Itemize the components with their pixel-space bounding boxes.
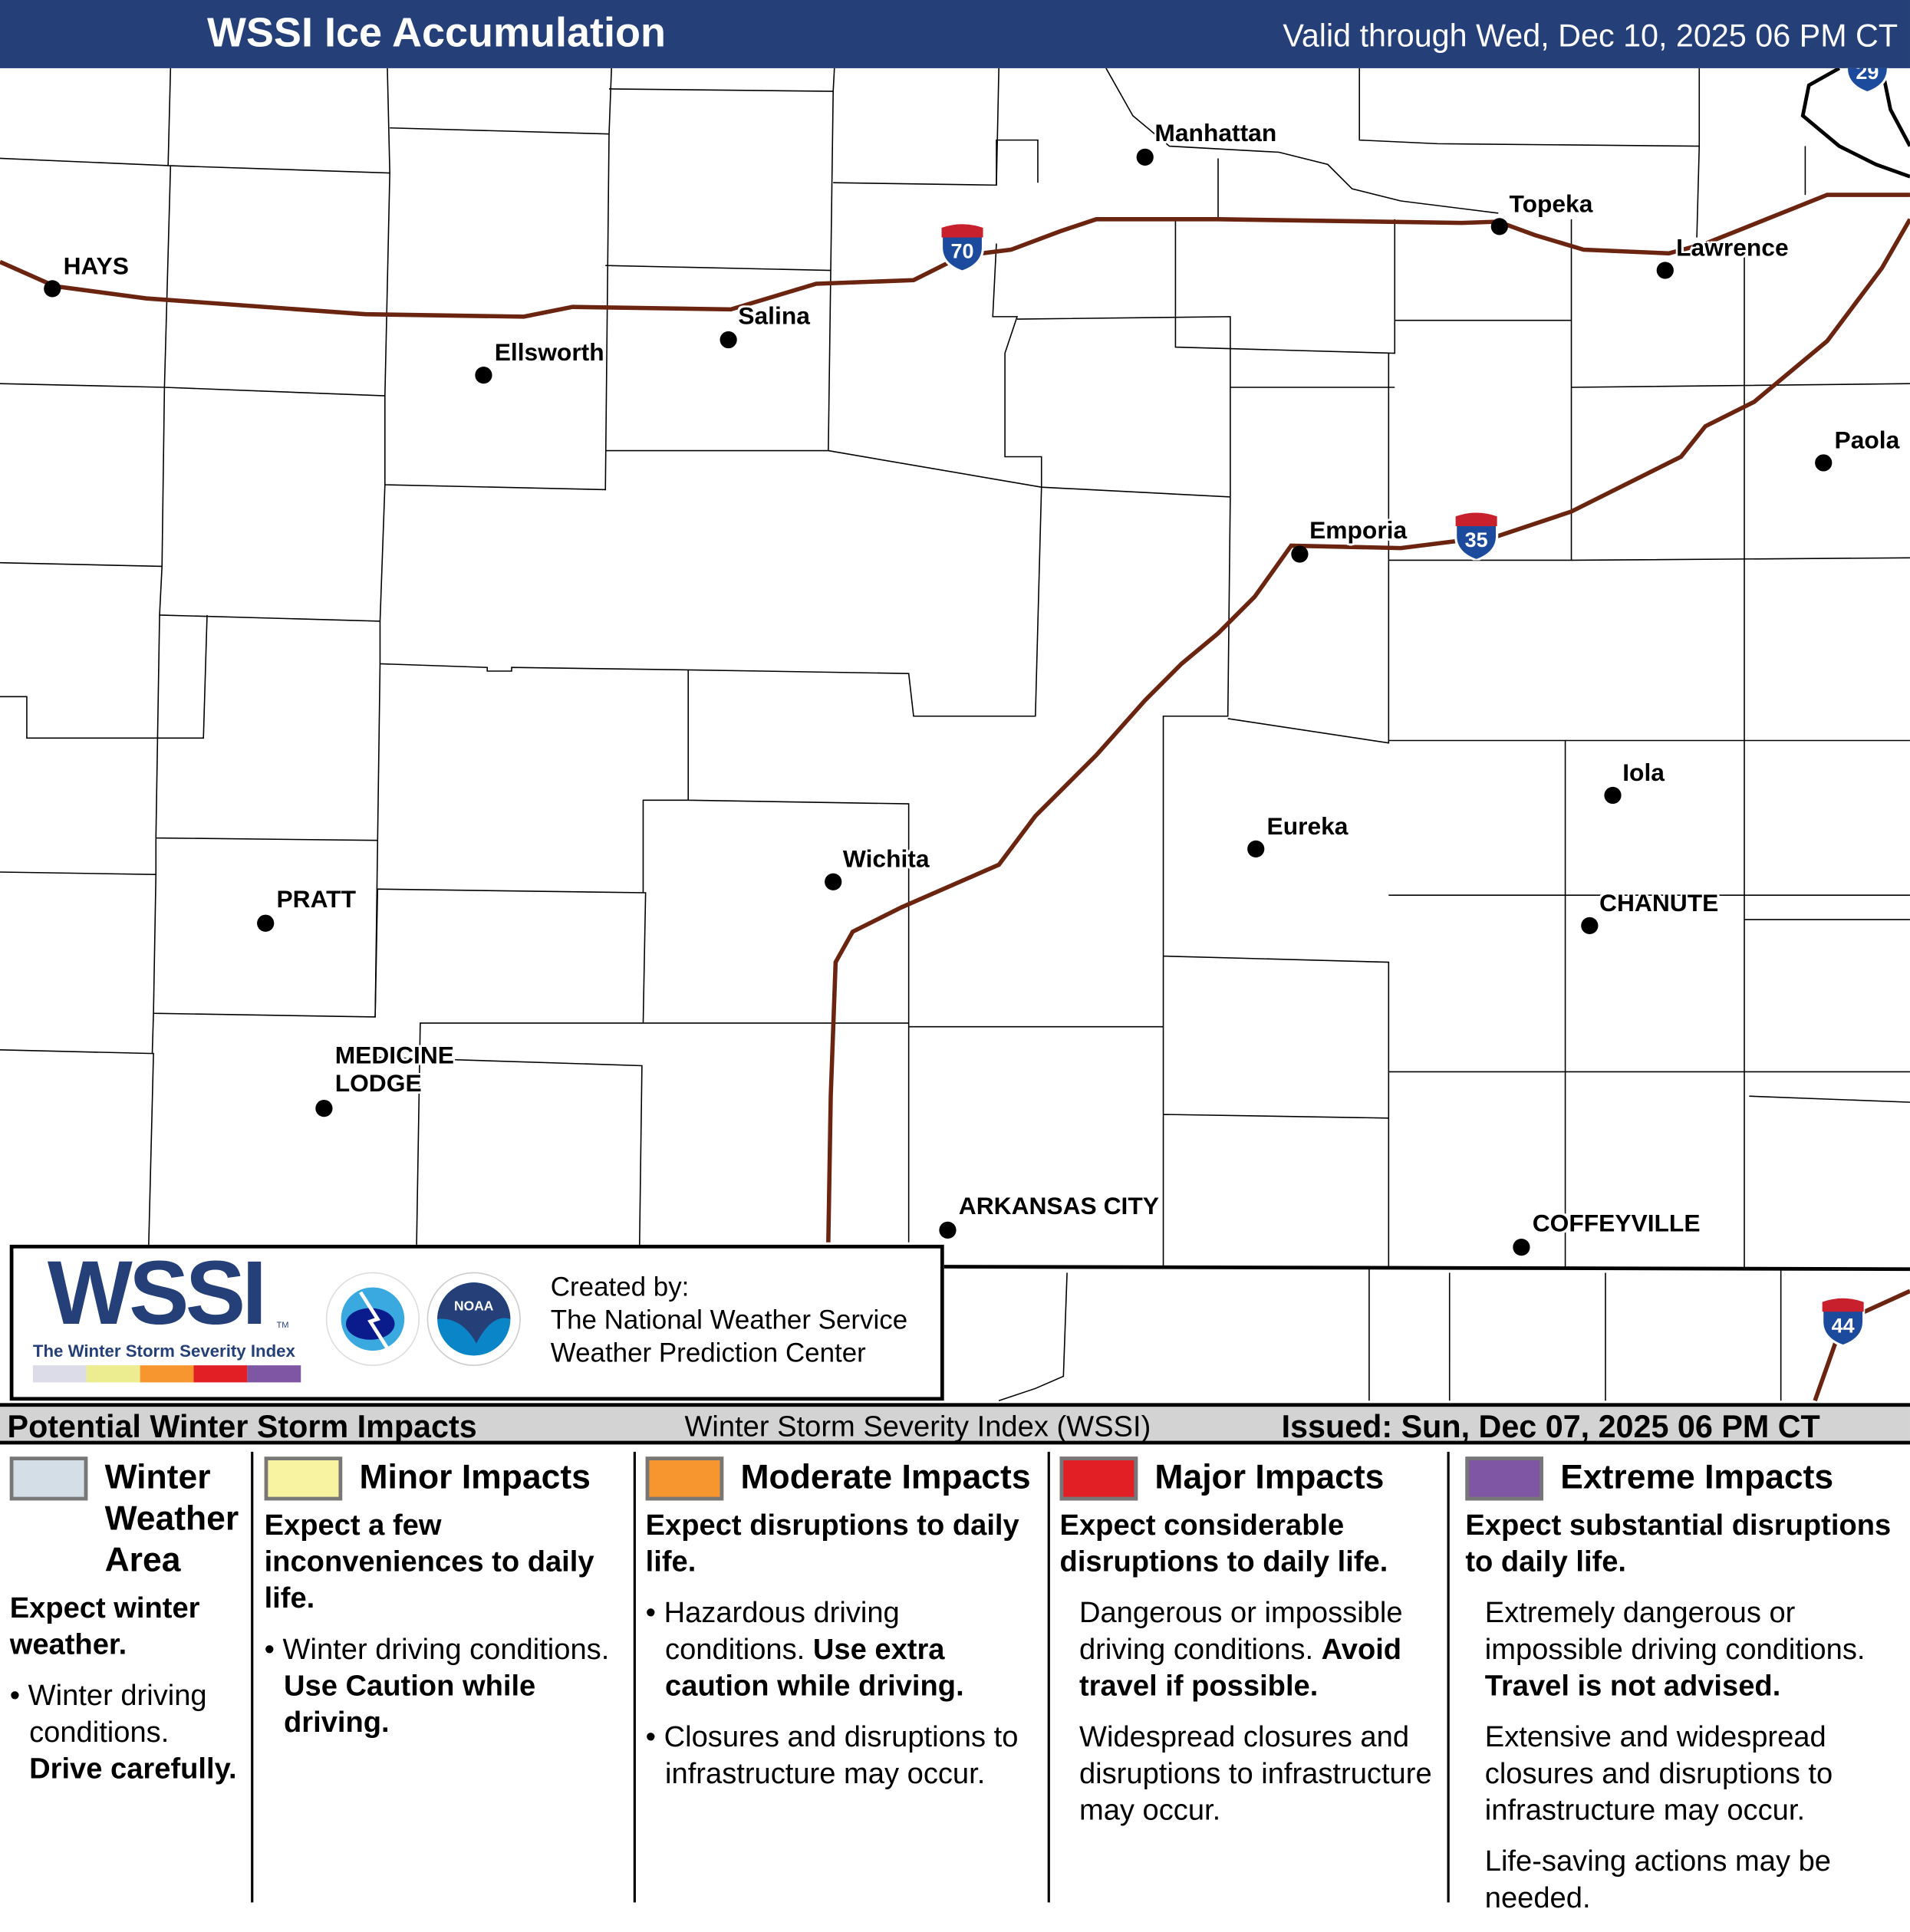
city-marker[interactable] — [257, 914, 275, 932]
city-label: HAYS — [63, 253, 129, 281]
city-marker[interactable] — [1513, 1238, 1530, 1256]
city-label: COFFEYVILLE — [1532, 1210, 1701, 1238]
i-35-road — [826, 218, 1910, 1242]
city-marker[interactable] — [825, 873, 842, 890]
nws-logo-icon — [325, 1272, 420, 1366]
city-marker[interactable] — [1136, 148, 1154, 166]
trademark: TM — [276, 1321, 289, 1331]
credits-box: WSSI TM The Winter Storm Severity Index … — [9, 1242, 944, 1401]
city-label: PRATT — [276, 887, 356, 913]
city-label: Topeka — [1509, 191, 1593, 219]
city-label: ARKANSAS CITY — [958, 1193, 1159, 1221]
city-marker[interactable] — [1815, 454, 1833, 472]
svg-text:NOAA: NOAA — [454, 1298, 494, 1314]
wssi-subtitle: The Winter Storm Severity Index — [32, 1341, 295, 1361]
i-70-road — [0, 193, 1910, 319]
map[interactable]: 70 35 44 29 HAYS Ellsworth Salina Manhat… — [0, 67, 1910, 1403]
city-marker[interactable] — [1656, 262, 1674, 279]
credits-text: Created by: The National Weather Service… — [550, 1271, 908, 1368]
city-label: Lawrence — [1676, 235, 1789, 262]
city-label: Wichita — [842, 846, 930, 874]
header-bar: WSSI Ice Accumulation Valid through Wed,… — [0, 0, 1910, 68]
city-marker[interactable] — [315, 1099, 333, 1117]
i-29-shield-icon: 29 — [1843, 67, 1892, 94]
city-marker[interactable] — [1247, 840, 1265, 857]
swatch — [9, 1456, 88, 1501]
legend-winter-weather-area: Winter Weather Area Expect winter weathe… — [9, 1456, 239, 1786]
legend-minor-impacts: Minor Impacts Expect a few inconvenience… — [264, 1456, 610, 1739]
noaa-logo-icon: NOAA — [426, 1272, 521, 1366]
city-label: Eureka — [1266, 813, 1349, 841]
city-marker[interactable] — [44, 280, 61, 298]
city-marker[interactable] — [720, 331, 737, 349]
i-70-shield-icon: 70 — [938, 222, 987, 273]
legend-title: Potential Winter Storm Impacts — [7, 1407, 477, 1445]
city-marker[interactable] — [1490, 218, 1508, 235]
city-label: CHANUTE — [1599, 890, 1719, 917]
city-marker[interactable] — [475, 366, 492, 384]
i-44-shield-icon: 44 — [1819, 1297, 1868, 1348]
valid-time: Valid through Wed, Dec 10, 2025 06 PM CT — [1283, 17, 1898, 54]
wssi-color-bar — [32, 1365, 301, 1383]
city-label: Paola — [1834, 427, 1900, 455]
legend-extreme-impacts: Extreme Impacts Expect substantial disru… — [1465, 1456, 1892, 1915]
map-title: WSSI Ice Accumulation — [206, 9, 666, 57]
wssi-logo: WSSI — [47, 1242, 267, 1344]
city-marker[interactable] — [1604, 786, 1622, 805]
city-label: MEDICINE LODGE — [334, 1042, 455, 1098]
city-marker[interactable] — [1291, 545, 1309, 563]
legend-moderate-impacts: Moderate Impacts Expect disruptions to d… — [645, 1456, 1031, 1791]
i-35-shield-icon: 35 — [1452, 511, 1501, 562]
city-label: Manhattan — [1154, 120, 1277, 148]
city-marker[interactable] — [1581, 917, 1599, 934]
city-label: Salina — [738, 303, 810, 331]
city-label: Emporia — [1309, 517, 1408, 545]
legend-major-impacts: Major Impacts Expect considerable disrup… — [1059, 1456, 1432, 1827]
city-marker[interactable] — [939, 1221, 957, 1239]
legend-header: Potential Winter Storm Impacts Winter St… — [0, 1403, 1910, 1445]
legend-subtitle: Winter Storm Severity Index (WSSI) — [684, 1410, 1151, 1443]
issued-time: Issued: Sun, Dec 07, 2025 06 PM CT — [1281, 1407, 1820, 1445]
city-label: Iola — [1622, 759, 1665, 787]
county-boundaries — [0, 67, 1910, 1402]
city-label: Ellsworth — [494, 340, 604, 367]
